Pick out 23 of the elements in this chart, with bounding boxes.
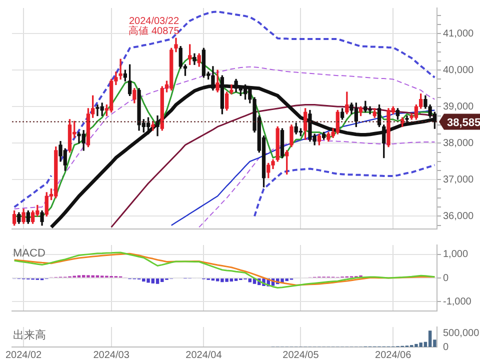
- chart-title: MACD: [13, 248, 46, 260]
- y-tick-label: 1,000: [443, 249, 468, 260]
- y-tick-label: 40,000: [443, 64, 474, 76]
- y-tick-label: 39,000: [443, 101, 474, 112]
- y-tick-label: 0: [443, 272, 449, 284]
- y-tick-label: 37,000: [443, 174, 474, 186]
- x-tick-label: 2024/06: [375, 350, 412, 361]
- x-tick-label: 2024/04: [186, 350, 222, 361]
- annotation: 高値 40875: [128, 25, 180, 38]
- y-tick-label: 0: [443, 342, 449, 353]
- annotation: 2024/03/22: [128, 16, 180, 28]
- y-tick-label: 36,000: [443, 210, 474, 222]
- line-series: [254, 164, 436, 218]
- ref-line-label: 38,585: [447, 116, 480, 129]
- chart-title: 出来高: [13, 328, 46, 342]
- y-tick-label: -1,000: [443, 296, 472, 308]
- x-tick-label: 2024/03: [93, 350, 130, 361]
- y-tick-label: 41,000: [443, 28, 474, 40]
- y-tick-label: 500,000: [443, 328, 480, 339]
- x-tick-label: 2024/05: [282, 350, 320, 361]
- candlestick: [405, 115, 409, 124]
- y-tick-label: 38,000: [443, 138, 474, 149]
- x-tick-label: 2024/02: [5, 350, 42, 361]
